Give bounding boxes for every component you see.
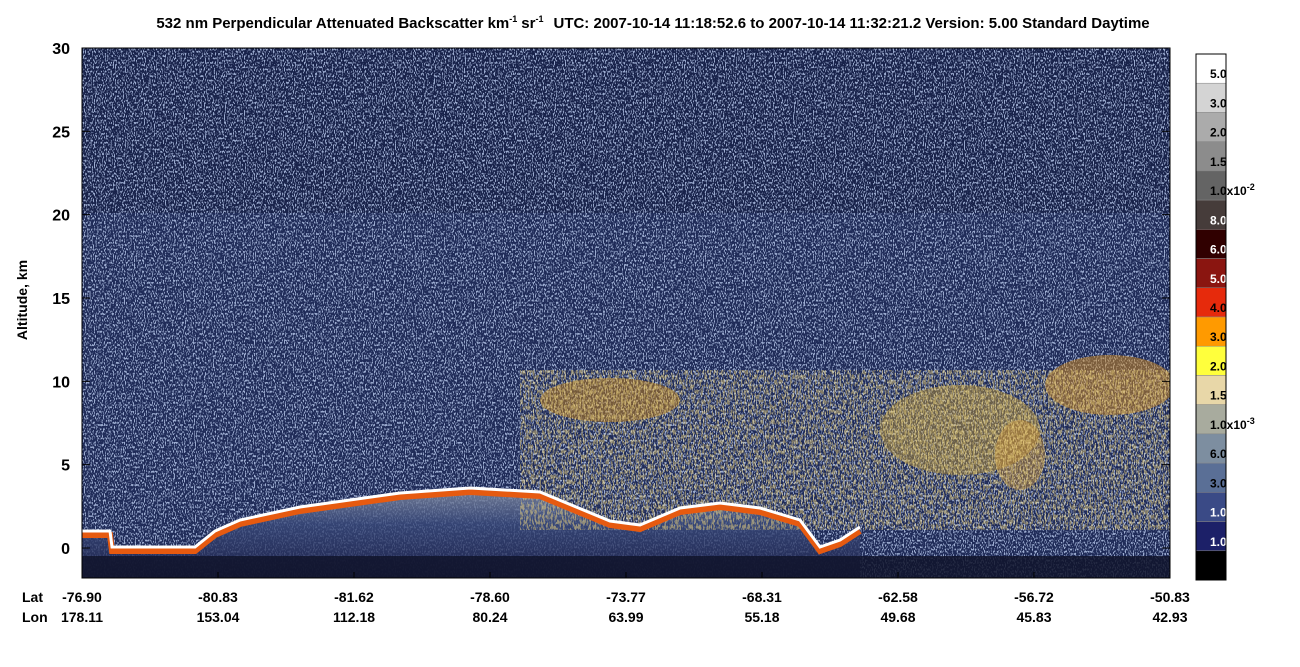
curtain-image bbox=[82, 48, 1170, 578]
colorbar-label: 1.0x10-4 bbox=[1210, 504, 1255, 520]
colorbar-label-text: 5.0 bbox=[1210, 67, 1227, 81]
colorbar-label-exponent: -3 bbox=[1247, 416, 1255, 426]
title-info: UTC: 2007-10-14 11:18:52.6 to 2007-10-14… bbox=[553, 15, 1149, 32]
colorbar-label: 2.0 bbox=[1210, 359, 1227, 373]
colorbar-swatch bbox=[1195, 199, 1227, 230]
colorbar-swatch bbox=[1195, 287, 1227, 318]
title-exponent: -1 bbox=[509, 14, 517, 24]
colorbar-label-text: 1.0x10 bbox=[1210, 184, 1247, 198]
lon-tick-label: 80.24 bbox=[472, 609, 507, 625]
colorbar-label: 1.0x10-3 bbox=[1210, 416, 1255, 432]
colorbar-label-text: 3.0 bbox=[1210, 330, 1227, 344]
colorbar-label: 3.0 bbox=[1210, 476, 1227, 490]
colorbar-label-text: 1.5 bbox=[1210, 389, 1227, 403]
colorbar-label: 1.0x10-5 bbox=[1210, 533, 1255, 549]
lat-tick-label: -81.62 bbox=[334, 589, 374, 605]
colorbar-label: 1.5 bbox=[1210, 389, 1227, 403]
colorbar-label: 4.0 bbox=[1210, 301, 1227, 315]
lat-tick-label: -76.90 bbox=[62, 589, 102, 605]
lon-tick-label: 42.93 bbox=[1152, 609, 1187, 625]
lat-tick-label: -50.83 bbox=[1150, 589, 1190, 605]
colorbar-label-exponent: -2 bbox=[1247, 182, 1255, 192]
colorbar-label-text: 3.0 bbox=[1210, 476, 1227, 490]
lon-tick-label: 178.11 bbox=[61, 609, 103, 625]
colorbar-frame bbox=[1195, 53, 1227, 581]
colorbar-label-text: 3.0 bbox=[1210, 96, 1227, 110]
title-exponent: -1 bbox=[535, 14, 543, 24]
lon-tick-label: 45.83 bbox=[1016, 609, 1051, 625]
lon-tick-label: 153.04 bbox=[197, 609, 240, 625]
lon-label: Lon bbox=[22, 609, 48, 625]
chart-title: 532 nm Perpendicular Attenuated Backscat… bbox=[156, 14, 1149, 32]
y-tick-label: 30 bbox=[52, 41, 70, 58]
y-tick-label: 10 bbox=[52, 374, 70, 391]
lon-tick-label: 55.18 bbox=[744, 609, 779, 625]
colorbar-label-exponent: -4 bbox=[1247, 504, 1255, 514]
lat-tick-label: -56.72 bbox=[1014, 589, 1054, 605]
y-tick-label: 20 bbox=[52, 208, 70, 225]
colorbar-swatch bbox=[1195, 141, 1227, 172]
lon-tick-label: 63.99 bbox=[608, 609, 643, 625]
colorbar-swatch bbox=[1195, 258, 1227, 289]
colorbar-label: 1.5 bbox=[1210, 155, 1227, 169]
colorbar-label-text: 4.0 bbox=[1210, 301, 1227, 315]
lat-tick-label: -80.83 bbox=[198, 589, 238, 605]
colorbar-label: 1.0x10-2 bbox=[1210, 182, 1255, 198]
y-tick-label: 5 bbox=[61, 458, 70, 475]
colorbar-label-text: 5.0 bbox=[1210, 272, 1227, 286]
colorbar-label: 3.0 bbox=[1210, 330, 1227, 344]
colorbar-label: 6.0 bbox=[1210, 243, 1227, 257]
colorbar-swatch bbox=[1195, 462, 1227, 493]
colorbar-swatch bbox=[1195, 345, 1227, 376]
colorbar-swatch bbox=[1195, 229, 1227, 259]
colorbar-label-text: 8.0 bbox=[1210, 213, 1227, 227]
lat-tick-label: -62.58 bbox=[878, 589, 918, 605]
lat-tick-label: -68.31 bbox=[742, 589, 782, 605]
colorbar-label-text: 2.0 bbox=[1210, 359, 1227, 373]
y-tick-label: 0 bbox=[61, 541, 70, 558]
lon-tick-label: 112.18 bbox=[333, 609, 375, 625]
colorbar-swatch bbox=[1195, 404, 1227, 435]
title-unit: sr bbox=[521, 15, 535, 32]
colorbar-swatch bbox=[1195, 550, 1227, 581]
colorbar-label: 8.0 bbox=[1210, 213, 1227, 227]
y-tick-label: 25 bbox=[52, 124, 70, 141]
colorbar-label-text: 6.0 bbox=[1210, 447, 1227, 461]
colorbar-label-exponent: -5 bbox=[1247, 533, 1255, 543]
y-tick-label: 15 bbox=[52, 291, 70, 308]
lat-label: Lat bbox=[22, 589, 43, 605]
title-main: 532 nm Perpendicular Attenuated Backscat… bbox=[156, 15, 509, 32]
colorbar-label-text: 6.0 bbox=[1210, 243, 1227, 257]
lat-tick-label: -78.60 bbox=[470, 589, 510, 605]
colorbar-label-text: 1.0x10 bbox=[1210, 418, 1247, 432]
colorbar-label-text: 1.0x10 bbox=[1210, 506, 1247, 520]
colorbar-label-text: 2.0 bbox=[1210, 126, 1227, 140]
lat-tick-label: -73.77 bbox=[606, 589, 646, 605]
colorbar-swatch bbox=[1195, 170, 1227, 201]
colorbar-swatch bbox=[1195, 112, 1227, 142]
colorbar-label: 5.0 bbox=[1210, 272, 1227, 286]
colorbar-label: 3.0 bbox=[1210, 96, 1227, 110]
colorbar-label: 6.0 bbox=[1210, 447, 1227, 461]
colorbar-label-text: 1.5 bbox=[1210, 155, 1227, 169]
colorbar-label-text: 1.0x10 bbox=[1210, 535, 1247, 549]
lon-tick-label: 49.68 bbox=[880, 609, 915, 625]
colorbar-label: 2.0 bbox=[1210, 126, 1227, 140]
colorbar-label: 5.0 bbox=[1210, 67, 1227, 81]
y-axis-label: Altitude, km bbox=[14, 260, 30, 340]
